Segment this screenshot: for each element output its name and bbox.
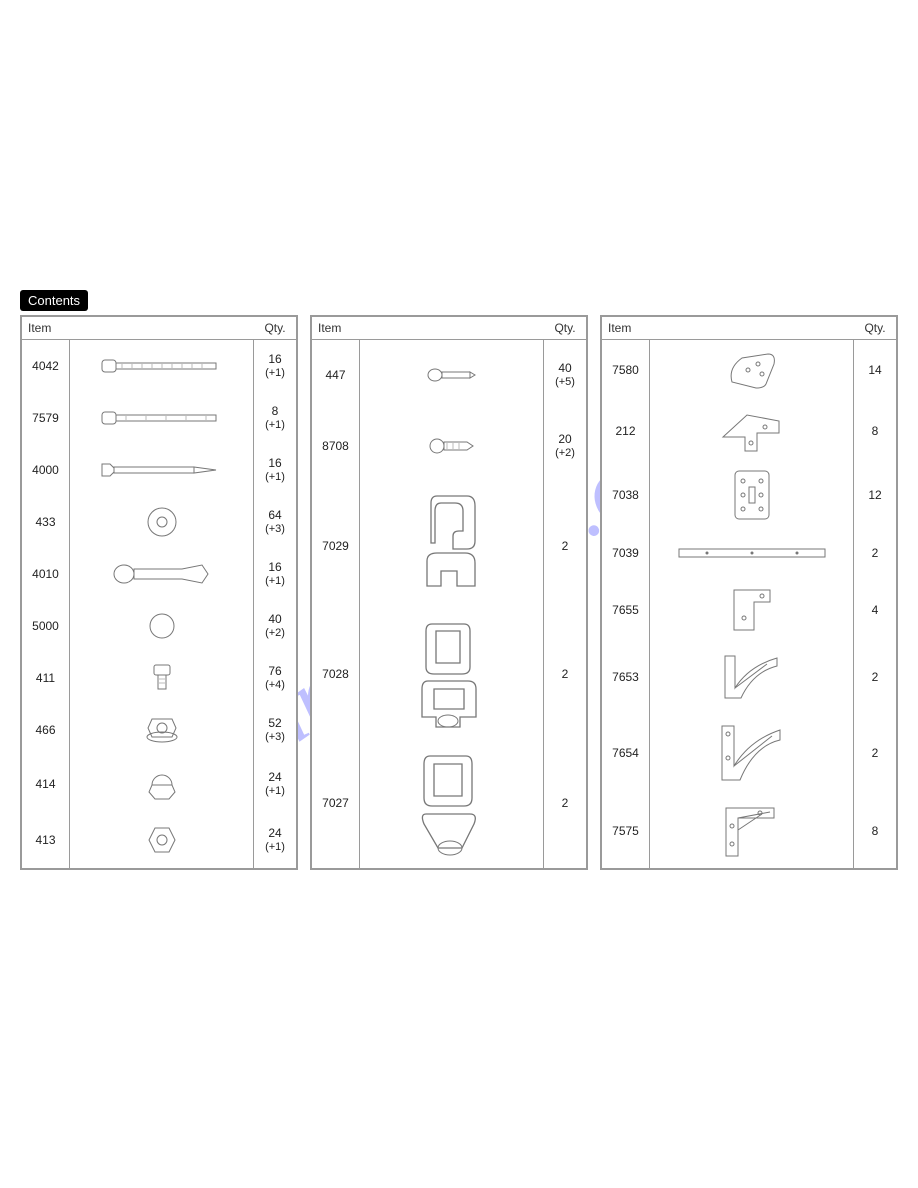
table-row: 7029 [312, 482, 359, 610]
table-row: 7653 [602, 642, 649, 712]
part-icon [650, 642, 853, 712]
panels-row: Item Qty. 4042 7579 4000 433 4010 5000 4… [20, 315, 898, 870]
part-icon [360, 482, 543, 610]
hdr-img [360, 317, 544, 339]
table-row: 4000 [22, 444, 69, 496]
panel-3-body: 7580 212 7038 7039 7655 7653 7654 7575 [602, 340, 896, 868]
panel-2-items: 447 8708 7029 7028 7027 [312, 340, 360, 868]
table-row: 2 [854, 642, 896, 712]
part-icon [70, 704, 253, 756]
table-row: 411 [22, 652, 69, 704]
table-row: 212 [602, 400, 649, 462]
panel-2-qtys: 40(+5) 20(+2) 2 2 2 [544, 340, 586, 868]
table-row: 433 [22, 496, 69, 548]
table-row: 16(+1) [254, 340, 296, 392]
table-row: 7655 [602, 578, 649, 642]
table-row: 8(+1) [254, 392, 296, 444]
table-row: 64(+3) [254, 496, 296, 548]
part-icon [70, 812, 253, 868]
part-icon [650, 578, 853, 642]
part-icon [70, 496, 253, 548]
panel-3: Item Qty. 7580 212 7038 7039 7655 7653 7… [600, 315, 898, 870]
part-icon [650, 400, 853, 462]
table-row: 24(+1) [254, 756, 296, 812]
hdr-qty: Qty. [254, 317, 296, 339]
table-row: 7575 [602, 794, 649, 868]
table-row: 414 [22, 756, 69, 812]
contents-title: Contents [20, 290, 88, 311]
panel-3-images [650, 340, 854, 868]
part-icon [360, 340, 543, 410]
table-row: 2 [544, 482, 586, 610]
panel-2: Item Qty. 447 8708 7029 7028 7027 [310, 315, 588, 870]
part-icon [70, 340, 253, 392]
table-row: 7039 [602, 528, 649, 578]
hdr-img [650, 317, 854, 339]
panel-1-qtys: 16(+1) 8(+1) 16(+1) 64(+3) 16(+1) 40(+2)… [254, 340, 296, 868]
hdr-qty: Qty. [544, 317, 586, 339]
part-icon [650, 340, 853, 400]
part-icon [70, 444, 253, 496]
panel-1-items: 4042 7579 4000 433 4010 5000 411 466 414… [22, 340, 70, 868]
part-icon [360, 410, 543, 482]
table-row: 466 [22, 704, 69, 756]
part-icon [70, 756, 253, 812]
table-row: 40(+5) [544, 340, 586, 410]
panel-3-qtys: 14 8 12 2 4 2 2 8 [854, 340, 896, 868]
part-icon [650, 462, 853, 528]
table-row: 24(+1) [254, 812, 296, 868]
part-icon [70, 548, 253, 600]
hdr-item: Item [312, 317, 360, 339]
panel-1-body: 4042 7579 4000 433 4010 5000 411 466 414… [22, 340, 296, 868]
panel-1: Item Qty. 4042 7579 4000 433 4010 5000 4… [20, 315, 298, 870]
table-row: 7038 [602, 462, 649, 528]
table-row: 4010 [22, 548, 69, 600]
table-row: 413 [22, 812, 69, 868]
part-icon [650, 528, 853, 578]
table-row: 7579 [22, 392, 69, 444]
part-icon [360, 610, 543, 738]
part-icon [70, 600, 253, 652]
table-row: 14 [854, 340, 896, 400]
panel-1-header: Item Qty. [22, 317, 296, 340]
table-row: 2 [854, 528, 896, 578]
table-row: 2 [544, 738, 586, 868]
table-row: 7027 [312, 738, 359, 868]
hdr-qty: Qty. [854, 317, 896, 339]
panel-3-items: 7580 212 7038 7039 7655 7653 7654 7575 [602, 340, 650, 868]
table-row: 5000 [22, 600, 69, 652]
table-row: 2 [544, 610, 586, 738]
table-row: 447 [312, 340, 359, 410]
part-icon [70, 652, 253, 704]
panel-3-header: Item Qty. [602, 317, 896, 340]
table-row: 4042 [22, 340, 69, 392]
page-content: Contents Item Qty. 4042 7579 4000 433 40… [20, 290, 898, 870]
table-row: 8 [854, 794, 896, 868]
panel-2-header: Item Qty. [312, 317, 586, 340]
table-row: 7580 [602, 340, 649, 400]
table-row: 52(+3) [254, 704, 296, 756]
panel-2-body: 447 8708 7029 7028 7027 40(+5) 20(+2) 2 [312, 340, 586, 868]
table-row: 12 [854, 462, 896, 528]
table-row: 7028 [312, 610, 359, 738]
table-row: 2 [854, 712, 896, 794]
table-row: 7654 [602, 712, 649, 794]
panel-1-images [70, 340, 254, 868]
table-row: 16(+1) [254, 548, 296, 600]
part-icon [650, 712, 853, 794]
part-icon [70, 392, 253, 444]
table-row: 8 [854, 400, 896, 462]
hdr-item: Item [22, 317, 70, 339]
part-icon [360, 738, 543, 868]
hdr-img [70, 317, 254, 339]
table-row: 40(+2) [254, 600, 296, 652]
table-row: 20(+2) [544, 410, 586, 482]
table-row: 76(+4) [254, 652, 296, 704]
part-icon [650, 794, 853, 868]
table-row: 4 [854, 578, 896, 642]
table-row: 8708 [312, 410, 359, 482]
panel-2-images [360, 340, 544, 868]
hdr-item: Item [602, 317, 650, 339]
table-row: 16(+1) [254, 444, 296, 496]
